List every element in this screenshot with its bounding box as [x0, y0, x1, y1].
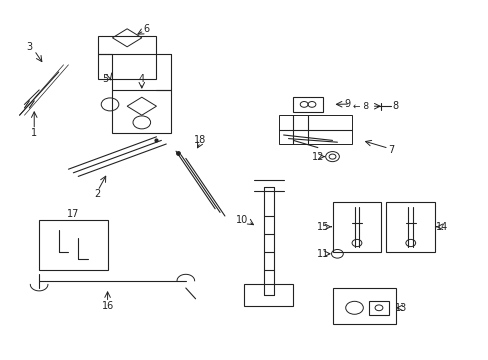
Bar — [112, 90, 171, 133]
Bar — [368, 301, 388, 315]
Bar — [332, 202, 381, 252]
Text: 6: 6 — [143, 24, 149, 34]
Text: ← 8: ← 8 — [352, 102, 368, 111]
Text: 5: 5 — [102, 74, 108, 84]
Text: 10: 10 — [235, 215, 248, 225]
Bar — [293, 97, 322, 112]
Bar — [332, 288, 395, 324]
Text: 3: 3 — [26, 42, 32, 52]
Text: 8: 8 — [391, 101, 397, 111]
Text: 15: 15 — [316, 222, 328, 232]
Bar — [386, 202, 434, 252]
Text: 7: 7 — [387, 145, 393, 155]
Text: 11: 11 — [316, 249, 328, 259]
Bar — [98, 36, 156, 79]
Bar — [39, 220, 107, 270]
Text: 4: 4 — [139, 74, 144, 84]
Text: 9: 9 — [344, 99, 349, 109]
Text: 16: 16 — [101, 301, 114, 311]
Text: 18: 18 — [194, 135, 206, 145]
Text: 12: 12 — [311, 152, 324, 162]
Text: 1: 1 — [31, 128, 37, 138]
Text: 13: 13 — [394, 303, 407, 313]
Bar — [244, 284, 293, 306]
Text: 2: 2 — [95, 189, 101, 199]
Text: 14: 14 — [435, 222, 448, 232]
Text: 17: 17 — [67, 209, 80, 219]
